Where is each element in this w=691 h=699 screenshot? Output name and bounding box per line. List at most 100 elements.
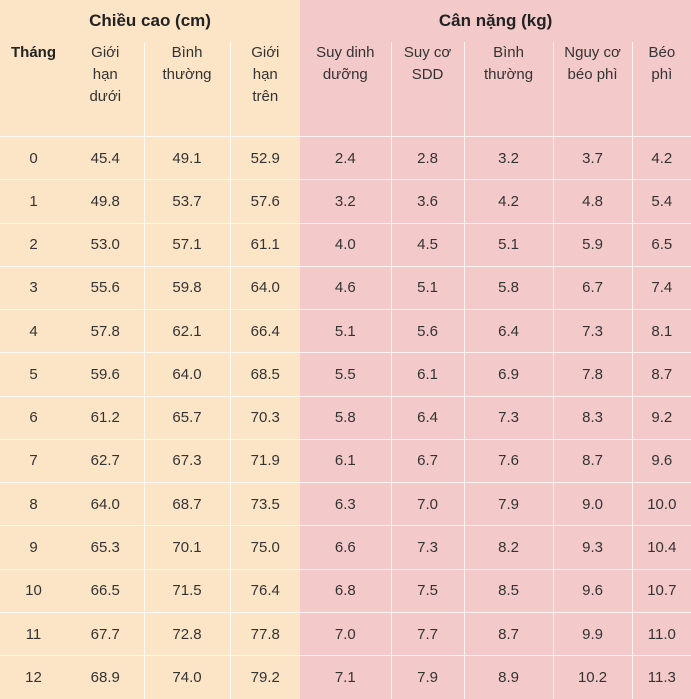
value-cell: 3.2 [463,135,554,180]
month-cell: 2 [0,222,67,267]
value-cell: 7.9 [463,482,554,526]
value-cell: 9.2 [631,395,691,440]
value-cell: 3.6 [390,179,465,224]
value-cell: 5.5 [300,352,392,397]
value-cell: 75.0 [229,525,301,570]
value-cell: 70.3 [229,395,301,440]
value-cell: 62.1 [143,309,230,353]
value-cell: 7.3 [390,525,465,570]
value-cell: 61.2 [67,395,144,440]
value-cell: 49.1 [143,135,230,180]
value-cell: 5.9 [552,222,633,267]
value-cell: 59.6 [67,352,144,397]
column-header-obesity: Béo phì [631,42,691,137]
table-row: 6 61.2 65.7 70.3 5.8 6.4 7.3 8.3 9.2 [0,395,691,440]
value-cell: 71.5 [143,568,230,613]
value-cell: 5.1 [463,222,554,267]
column-header-malnutrition-risk: Suy cơ SDD [390,42,465,137]
value-cell: 11.0 [631,611,691,656]
value-cell: 72.8 [143,611,230,656]
value-cell: 8.5 [463,568,554,613]
value-cell: 52.9 [229,135,301,180]
value-cell: 53.7 [143,179,230,224]
value-cell: 8.7 [631,352,691,397]
value-cell: 64.0 [67,482,144,526]
value-cell: 3.7 [552,135,633,180]
month-cell: 1 [0,179,67,224]
table-row: 11 67.7 72.8 77.8 7.0 7.7 8.7 9.9 11.0 [0,611,691,656]
height-group-header: Chiều cao (cm) [0,0,301,42]
value-cell: 68.5 [229,352,301,397]
value-cell: 62.7 [67,438,144,483]
value-cell: 8.7 [552,438,633,483]
table-row: 9 65.3 70.1 75.0 6.6 7.3 8.2 9.3 10.4 [0,525,691,570]
value-cell: 57.6 [229,179,301,224]
table-row: 12 68.9 74.0 79.2 7.1 7.9 8.9 10.2 11.3 [0,655,691,699]
value-cell: 55.6 [67,265,144,310]
value-cell: 57.1 [143,222,230,267]
value-cell: 6.1 [390,352,465,397]
value-cell: 77.8 [229,611,301,656]
value-cell: 79.2 [229,655,301,699]
value-cell: 8.7 [463,611,554,656]
table-row: 1 49.8 53.7 57.6 3.2 3.6 4.2 4.8 5.4 [0,179,691,224]
month-cell: 5 [0,352,67,397]
value-cell: 6.6 [300,525,392,570]
table-row: 3 55.6 59.8 64.0 4.6 5.1 5.8 6.7 7.4 [0,265,691,310]
month-cell: 10 [0,568,67,613]
value-cell: 6.9 [463,352,554,397]
value-cell: 4.6 [300,265,392,310]
value-cell: 65.3 [67,525,144,570]
column-header-lower-limit: Giới hạn dưới [67,42,144,137]
value-cell: 9.6 [552,568,633,613]
column-header-normal-weight: Bình thường [463,42,554,137]
value-cell: 6.7 [552,265,633,310]
value-cell: 4.2 [631,135,691,180]
value-cell: 7.9 [390,655,465,699]
value-cell: 11.3 [631,655,691,699]
column-header-obesity-risk: Nguy cơ béo phì [552,42,633,137]
table-row: 10 66.5 71.5 76.4 6.8 7.5 8.5 9.6 10.7 [0,568,691,613]
value-cell: 5.8 [463,265,554,310]
value-cell: 5.8 [300,395,392,440]
group-header-row: Chiều cao (cm) Cân nặng (kg) [0,0,691,42]
table-header: Chiều cao (cm) Cân nặng (kg) Tháng Giới … [0,0,691,137]
value-cell: 59.8 [143,265,230,310]
value-cell: 65.7 [143,395,230,440]
month-cell: 3 [0,265,67,310]
value-cell: 6.4 [390,395,465,440]
table-row: 8 64.0 68.7 73.5 6.3 7.0 7.9 9.0 10.0 [0,482,691,526]
value-cell: 64.0 [229,265,301,310]
value-cell: 7.5 [390,568,465,613]
value-cell: 7.3 [552,309,633,353]
table-row: 0 45.4 49.1 52.9 2.4 2.8 3.2 3.7 4.2 [0,135,691,180]
value-cell: 3.2 [300,179,392,224]
table-row: 2 53.0 57.1 61.1 4.0 4.5 5.1 5.9 6.5 [0,222,691,267]
month-cell: 4 [0,309,67,353]
value-cell: 2.8 [390,135,465,180]
value-cell: 70.1 [143,525,230,570]
value-cell: 4.2 [463,179,554,224]
value-cell: 10.4 [631,525,691,570]
value-cell: 73.5 [229,482,301,526]
value-cell: 4.5 [390,222,465,267]
value-cell: 6.8 [300,568,392,613]
value-cell: 7.0 [390,482,465,526]
value-cell: 7.4 [631,265,691,310]
table-row: 5 59.6 64.0 68.5 5.5 6.1 6.9 7.8 8.7 [0,352,691,397]
value-cell: 5.4 [631,179,691,224]
value-cell: 61.1 [229,222,301,267]
value-cell: 76.4 [229,568,301,613]
value-cell: 5.6 [390,309,465,353]
month-cell: 7 [0,438,67,483]
value-cell: 9.9 [552,611,633,656]
month-cell: 8 [0,482,67,526]
value-cell: 7.3 [463,395,554,440]
value-cell: 6.3 [300,482,392,526]
value-cell: 64.0 [143,352,230,397]
value-cell: 9.0 [552,482,633,526]
value-cell: 10.7 [631,568,691,613]
value-cell: 66.4 [229,309,301,353]
value-cell: 10.2 [552,655,633,699]
